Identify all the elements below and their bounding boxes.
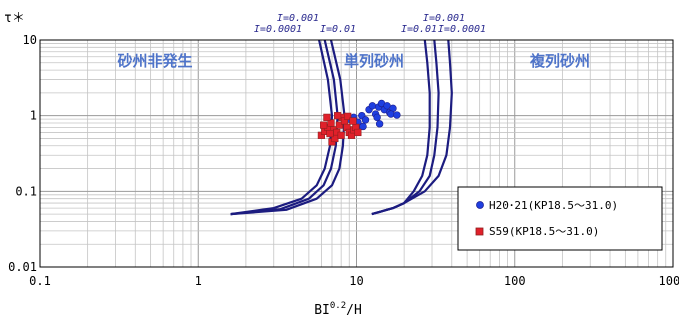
x-tick-label: 0.1: [29, 274, 51, 288]
region-label-single-row-bar: 単列砂州: [344, 52, 404, 70]
x-tick-label: 100: [504, 274, 526, 288]
x-tick-label: 10: [349, 274, 363, 288]
curve-label-left-1: I=0.001: [277, 13, 319, 24]
boundary-curve-right-5: [371, 39, 453, 216]
curve-label-left-2: I=0.0001: [254, 24, 302, 35]
curve-label-right-1: I=0.001: [423, 13, 465, 24]
region-label-no-bar: 砂州非発生: [117, 52, 192, 70]
point-h20: [387, 110, 395, 118]
point-s59: [323, 113, 331, 121]
y-tick-label: 0.01: [8, 260, 37, 274]
y-tick-label: 0.1: [15, 184, 37, 198]
data-points: [317, 99, 401, 146]
legend: H20･21(KP18.5～31.0) S59(KP18.5～31.0): [457, 186, 663, 251]
boundary-curves: [230, 39, 453, 216]
point-s59: [326, 129, 334, 138]
point-h20: [393, 111, 401, 119]
region-label-multi-row-bar: 複列砂州: [529, 52, 590, 70]
legend-entry-h20: H20･21(KP18.5～31.0): [489, 199, 618, 212]
y-tick-label: 1: [30, 109, 37, 123]
point-h20: [359, 122, 367, 131]
point-s59: [337, 131, 345, 139]
boundary-curve-left-2: [230, 39, 346, 216]
point-h20: [361, 116, 370, 124]
point-s59: [335, 121, 344, 129]
point-s59: [334, 112, 342, 120]
legend-entry-s59: S59(KP18.5～31.0): [489, 225, 599, 238]
legend-circle-marker: [476, 201, 484, 209]
curve-label-right-3: I=0.0001: [438, 24, 486, 35]
boundary-curve-left-1: [230, 39, 339, 216]
legend-square-marker: [475, 227, 484, 236]
point-h20: [368, 102, 377, 110]
x-tick-label: 1: [195, 274, 202, 288]
point-s59: [354, 128, 362, 137]
legend-box: [457, 186, 663, 251]
point-s59: [320, 121, 328, 129]
boundary-curve-left-0: [230, 39, 334, 216]
point-s59: [344, 112, 352, 120]
point-h20: [375, 120, 384, 128]
point-s59: [349, 117, 357, 125]
x-axis-label: BI0.2/H: [314, 301, 362, 318]
curve-label-right-2: I=0.01: [401, 24, 437, 35]
plot-frame: [39, 39, 674, 268]
curve-label-left-3: I=0.01: [320, 24, 356, 35]
y-axis-label: τ＊: [4, 11, 25, 26]
y-tick-label: 10: [23, 33, 37, 47]
point-h20: [373, 113, 381, 122]
